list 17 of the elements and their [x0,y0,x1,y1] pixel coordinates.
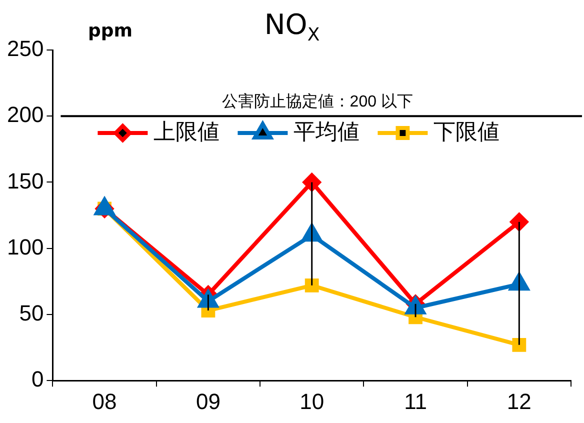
ref-line-label: 公害防止協定値：200 以下 [222,92,413,111]
y-tick-label: 150 [6,168,44,194]
y-tick-label: 200 [6,102,44,128]
y-tick-label: 0 [31,366,44,392]
x-tick-label: 10 [300,388,324,414]
x-tick-label: 08 [92,388,117,414]
legend-label: 下限値 [434,119,500,144]
y-tick-label: 100 [6,234,44,260]
y-axis-title: ppm [88,20,133,42]
y-tick-label: 250 [6,36,44,62]
chart-title: NO$_{X}$ [264,8,320,46]
x-tick-label: 09 [196,388,220,414]
x-tick-label: 11 [404,388,427,414]
y-tick-label: 50 [19,300,44,326]
legend-label: 上限値 [154,119,220,144]
x-tick-label: 12 [506,388,532,414]
legend-label: 平均値 [294,119,360,144]
